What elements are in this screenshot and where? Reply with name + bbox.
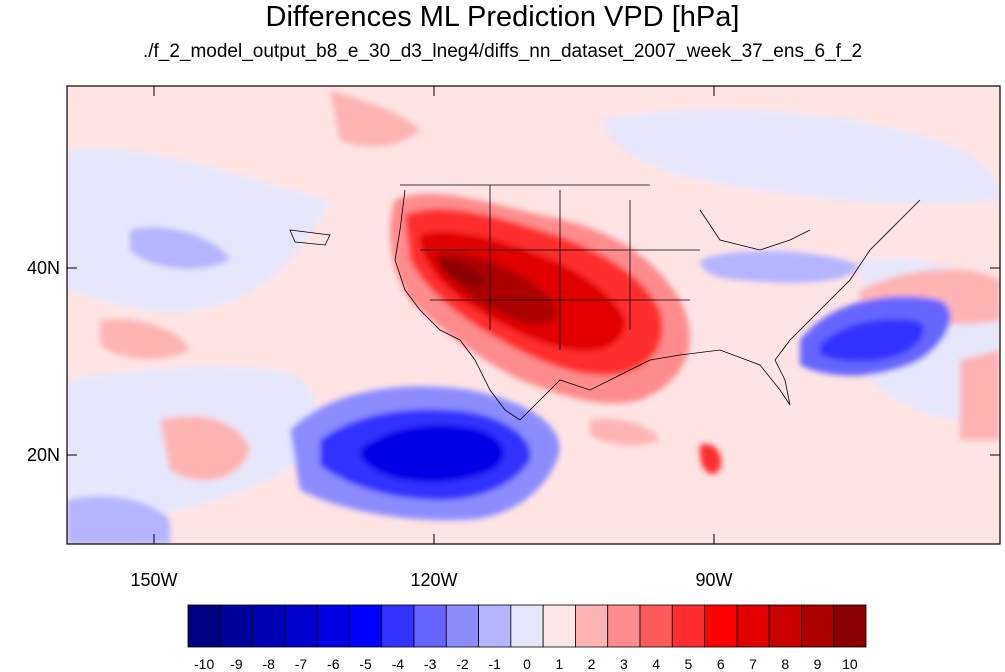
map-frame	[66, 85, 1001, 545]
colorbar-label: -6	[327, 656, 340, 672]
colorbar-label: -8	[262, 656, 275, 672]
plot-title: Differences ML Prediction VPD [hPa]	[265, 1, 740, 33]
colorbar-swatch	[445, 604, 479, 648]
colorbar-label: -7	[295, 656, 308, 672]
colorbar-swatch	[542, 604, 576, 648]
colorbar-label: 5	[685, 656, 693, 672]
colorbar-label: 3	[620, 656, 628, 672]
colorbar-label: 7	[749, 656, 757, 672]
colorbar-label: -10	[194, 656, 214, 672]
vpd-difference-field	[67, 86, 1000, 544]
lon-label-90w: 90W	[695, 570, 732, 590]
colorbar-label: -5	[359, 656, 372, 672]
colorbar-label: 2	[588, 656, 596, 672]
colorbar-swatch	[510, 604, 544, 648]
colorbar-swatch	[284, 604, 318, 648]
map-ticks	[67, 86, 1000, 544]
colorbar-label: 0	[523, 656, 531, 672]
colorbar-label: 1	[555, 656, 563, 672]
colorbar-label: 10	[842, 656, 858, 672]
colorbar-swatch	[639, 604, 673, 648]
lon-label-120w: 120W	[410, 570, 457, 590]
colorbar-label: -3	[424, 656, 437, 672]
colorbar-swatch	[575, 604, 609, 648]
colorbar-swatch	[413, 604, 447, 648]
colorbar-swatch	[704, 604, 738, 648]
colorbar-swatch	[381, 604, 415, 648]
lat-label-40n: 40N	[27, 258, 60, 278]
lon-label-150w: 150W	[130, 570, 177, 590]
colorbar-swatch	[219, 604, 253, 648]
colorbar-swatch	[833, 604, 867, 648]
colorbar-swatch	[187, 604, 221, 648]
colorbar: -10 -9 -8 -7 -6 -5 -4 -3 -2 -1 0 1 2 3 4 5 6 7 8 9 10	[187, 604, 867, 672]
colorbar-label: 6	[717, 656, 725, 672]
colorbar-swatch	[349, 604, 383, 648]
colorbar-label: -1	[488, 656, 501, 672]
colorbar-label: -4	[392, 656, 405, 672]
colorbar-swatch	[478, 604, 512, 648]
colorbar-swatch	[671, 604, 705, 648]
plot-subtitle: ./f_2_model_output_b8_e_30_d3_lneg4/diff…	[142, 41, 863, 62]
coastlines	[289, 184, 921, 421]
colorbar-label: 4	[652, 656, 660, 672]
colorbar-label: 9	[814, 656, 822, 672]
colorbar-swatch	[316, 604, 350, 648]
colorbar-swatch	[252, 604, 286, 648]
colorbar-swatch	[768, 604, 802, 648]
lat-label-20n: 20N	[27, 445, 60, 465]
colorbar-label: -2	[456, 656, 469, 672]
colorbar-swatch	[801, 604, 835, 648]
colorbar-label: -9	[230, 656, 243, 672]
colorbar-swatch	[736, 604, 770, 648]
colorbar-swatch	[607, 604, 641, 648]
colorbar-label: 8	[781, 656, 789, 672]
